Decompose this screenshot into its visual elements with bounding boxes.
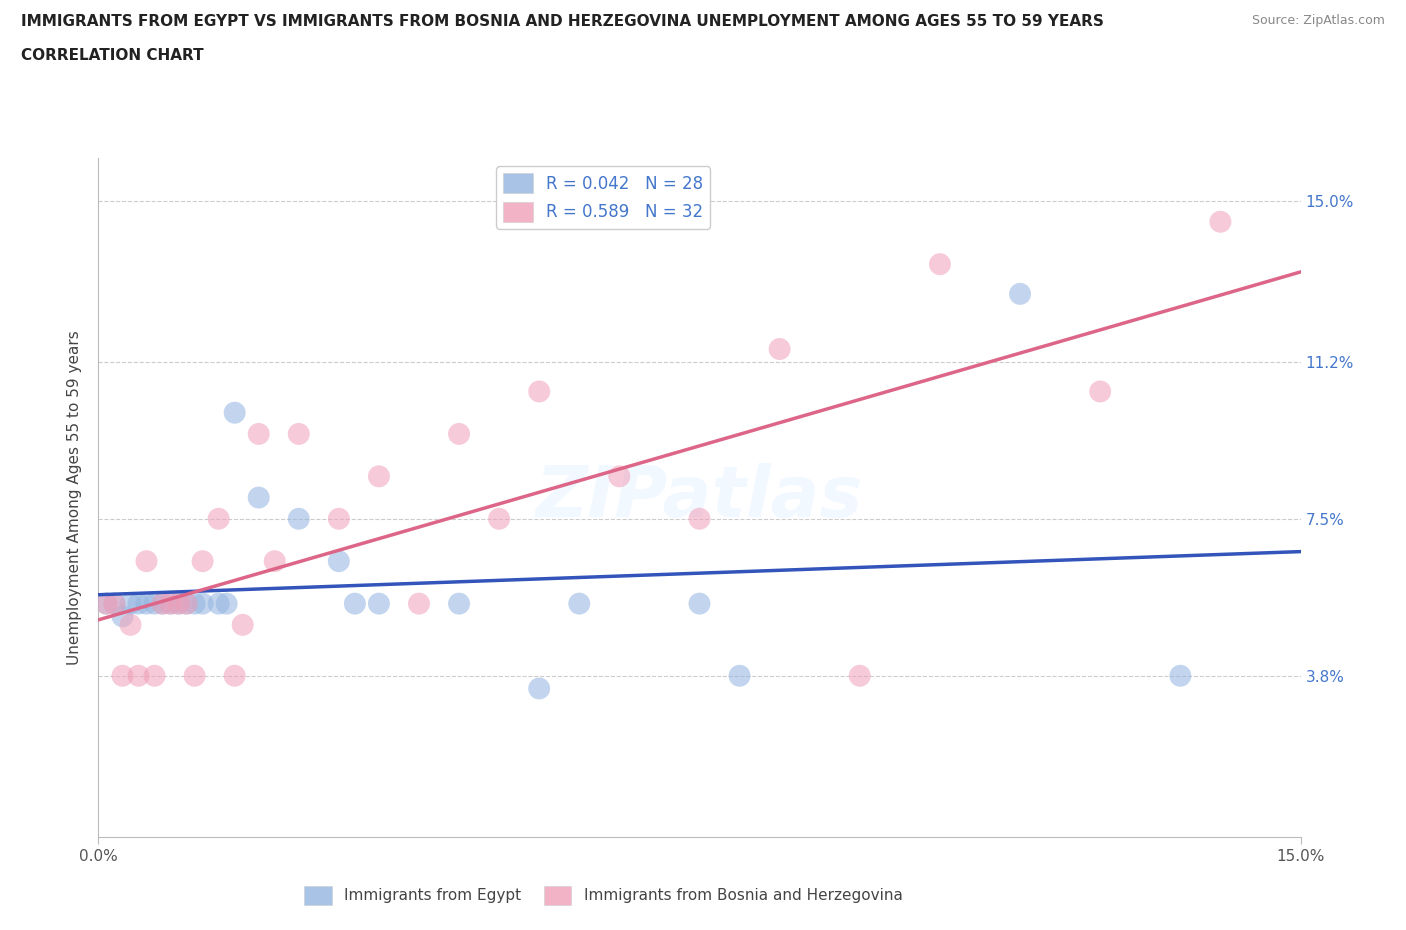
Point (1209, 214, 1232, 229)
Point (529, 384, 551, 399)
Point (135, 553, 157, 568)
Point (224, 669, 246, 684)
Point (447, 427, 470, 442)
Point (167, 596, 190, 611)
Point (1010, 286, 1032, 301)
Point (135, 596, 157, 611)
Point (1170, 669, 1192, 684)
Point (328, 553, 350, 568)
Point (103, 596, 125, 611)
Text: Source: ZipAtlas.com: Source: ZipAtlas.com (1251, 14, 1385, 27)
Point (224, 405, 246, 420)
Point (152, 596, 174, 611)
Point (96, 596, 118, 611)
Point (120, 596, 142, 611)
Point (247, 427, 270, 442)
Text: IMMIGRANTS FROM EGYPT VS IMMIGRANTS FROM BOSNIA AND HERZEGOVINA UNEMPLOYMENT AMO: IMMIGRANTS FROM EGYPT VS IMMIGRANTS FROM… (21, 14, 1104, 29)
Legend: Immigrants from Egypt, Immigrants from Bosnia and Herzegovina: Immigrants from Egypt, Immigrants from B… (298, 880, 908, 910)
Point (120, 618, 142, 632)
Point (288, 427, 311, 442)
Point (191, 596, 214, 611)
Point (368, 469, 391, 484)
Point (689, 512, 711, 526)
Point (167, 596, 190, 611)
Point (111, 609, 134, 624)
Point (208, 596, 231, 611)
Point (447, 596, 470, 611)
Point (328, 512, 350, 526)
Point (208, 512, 231, 526)
Point (689, 596, 711, 611)
Point (191, 553, 214, 568)
Point (183, 669, 205, 684)
Point (1088, 384, 1111, 399)
Point (929, 257, 952, 272)
Point (529, 681, 551, 696)
Point (152, 596, 174, 611)
Point (568, 596, 591, 611)
Y-axis label: Unemployment Among Ages 55 to 59 years: Unemployment Among Ages 55 to 59 years (67, 330, 83, 665)
Text: ZIPatlas: ZIPatlas (536, 463, 863, 532)
Point (263, 553, 285, 568)
Point (769, 341, 792, 356)
Point (728, 669, 751, 684)
Point (159, 596, 181, 611)
Point (288, 512, 311, 526)
Point (128, 596, 150, 611)
Point (247, 490, 270, 505)
Point (408, 596, 430, 611)
Point (111, 669, 134, 684)
Point (368, 596, 391, 611)
Point (488, 512, 510, 526)
Point (176, 596, 198, 611)
Point (96, 596, 118, 611)
Point (232, 618, 254, 632)
Point (849, 669, 872, 684)
Point (343, 596, 366, 611)
Point (176, 596, 198, 611)
Point (103, 596, 125, 611)
Point (143, 669, 166, 684)
Point (609, 469, 631, 484)
Text: CORRELATION CHART: CORRELATION CHART (21, 48, 204, 63)
Point (143, 596, 166, 611)
Point (215, 596, 238, 611)
Point (159, 596, 181, 611)
Point (183, 596, 205, 611)
Point (128, 669, 150, 684)
